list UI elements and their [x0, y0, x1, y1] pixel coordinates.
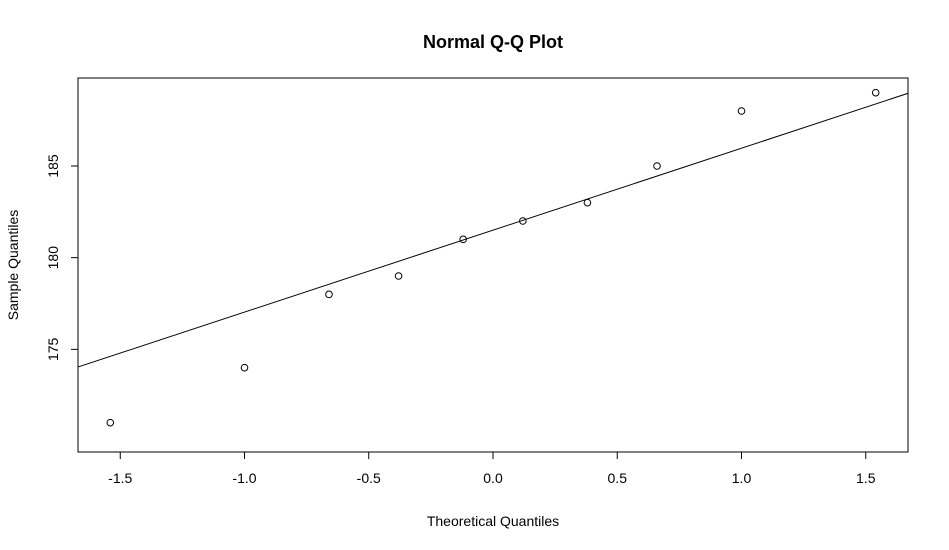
data-point-6 — [519, 217, 527, 225]
data-point-4 — [394, 272, 403, 280]
x-tick-label: 0.0 — [483, 470, 503, 486]
y-tick-label: 175 — [45, 337, 61, 361]
x-tick-label: 1.5 — [856, 470, 876, 486]
data-point-9 — [737, 107, 746, 115]
data-point-5 — [459, 235, 467, 244]
x-axis: -1.5 -1.0 -0.5 0.0 0.5 1.0 1.5 — [108, 451, 876, 486]
x-tick-label: 1.0 — [732, 470, 752, 486]
data-point-10 — [871, 88, 880, 97]
x-tick-label: -0.5 — [357, 470, 381, 486]
x-tick-label: -1.0 — [232, 470, 256, 486]
x-axis-label: Theoretical Quantiles — [427, 513, 559, 529]
data-point-3 — [325, 290, 333, 299]
x-tick-label: 0.5 — [608, 470, 628, 486]
y-tick-label: 180 — [45, 246, 61, 270]
data-point-8 — [653, 162, 661, 170]
data-points — [106, 88, 880, 427]
y-tick-label: 185 — [45, 154, 61, 178]
y-axis-label: Sample Quantiles — [5, 210, 21, 321]
y-axis: 175 180 185 — [45, 154, 79, 361]
data-point-1 — [106, 418, 115, 427]
reference-line-group — [78, 92, 908, 368]
chart-title: Normal Q-Q Plot — [423, 32, 563, 52]
data-point-7 — [583, 198, 592, 207]
qq-reference-line — [78, 92, 908, 368]
x-tick-label: -1.5 — [108, 470, 132, 486]
data-point-2 — [240, 363, 249, 372]
